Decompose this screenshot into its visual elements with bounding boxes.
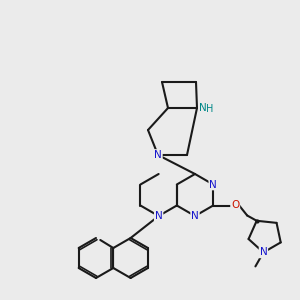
Text: N: N [260, 248, 267, 257]
Text: O: O [231, 200, 239, 211]
Text: N: N [154, 150, 162, 160]
Text: N: N [209, 179, 217, 190]
Text: N: N [155, 211, 163, 221]
Text: N: N [191, 211, 199, 221]
Text: H: H [206, 104, 213, 114]
Text: N: N [199, 103, 207, 113]
